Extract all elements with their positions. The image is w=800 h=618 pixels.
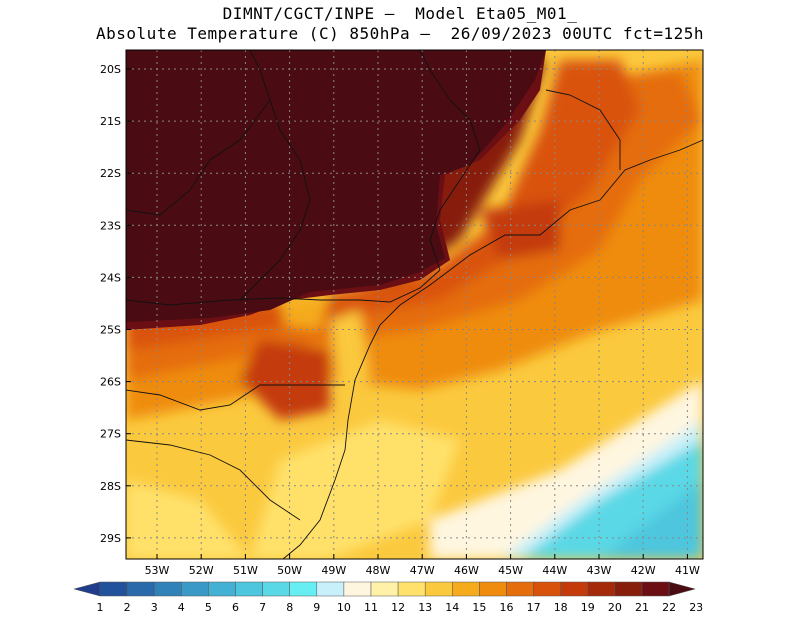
colorbar-swatch bbox=[370, 581, 399, 597]
colorbar-swatch bbox=[235, 581, 263, 597]
latitude-label: 25S bbox=[100, 324, 121, 337]
colorbar-swatch bbox=[397, 581, 426, 597]
colorbar-swatch bbox=[262, 581, 290, 597]
colorbar-label: 12 bbox=[391, 601, 405, 614]
colorbar-label: 9 bbox=[313, 601, 320, 614]
colorbar-label: 22 bbox=[662, 601, 676, 614]
lat-lon-grid bbox=[126, 50, 703, 559]
longitude-label: 48W bbox=[366, 564, 391, 577]
latitude-label: 26S bbox=[100, 376, 121, 389]
map-title-line-2: Absolute Temperature (C) 850hPa – 26/09/… bbox=[96, 24, 704, 43]
longitude-label: 50W bbox=[277, 564, 302, 577]
colorbar-label: 18 bbox=[554, 601, 568, 614]
map-frame bbox=[125, 49, 704, 560]
map-title-line-1: DIMNT/CGCT/INPE – Model Eta05_M01_ bbox=[222, 4, 578, 23]
latitude-label: 21S bbox=[100, 115, 121, 128]
colorbar-arrow-high bbox=[668, 581, 697, 597]
colorbar-label: 21 bbox=[635, 601, 649, 614]
colorbar-label: 11 bbox=[364, 601, 378, 614]
colorbar-label: 16 bbox=[500, 601, 514, 614]
longitude-label: 46W bbox=[454, 564, 479, 577]
colorbar-label: 7 bbox=[259, 601, 266, 614]
colorbar-swatch bbox=[316, 581, 345, 597]
colorbar-swatch bbox=[99, 581, 128, 597]
latitude-label: 23S bbox=[100, 219, 121, 232]
colorbar-swatch bbox=[614, 581, 643, 597]
colorbar-arrow-low bbox=[73, 581, 101, 597]
colorbar-label: 2 bbox=[124, 601, 131, 614]
latitude-label: 22S bbox=[100, 167, 121, 180]
colorbar-label: 17 bbox=[527, 601, 541, 614]
colorbar-label: 8 bbox=[286, 601, 293, 614]
colorbar-swatch bbox=[424, 581, 453, 597]
temperature-field bbox=[126, 50, 703, 559]
color-bar: 1 2 3 4 5 6 7 8 9 10 11 12 13 14 15 16 17 18 19 20 21 22 23 bbox=[73, 581, 703, 614]
colorbar-label: 20 bbox=[608, 601, 622, 614]
colorbar-swatch bbox=[153, 581, 182, 597]
colorbar-swatch bbox=[506, 581, 534, 597]
longitude-label: 44W bbox=[542, 564, 567, 577]
colorbar-swatch bbox=[181, 581, 209, 597]
longitude-label: 52W bbox=[189, 564, 214, 577]
longitude-label: 41W bbox=[675, 564, 700, 577]
longitude-label: 42W bbox=[631, 564, 656, 577]
latitude-label: 28S bbox=[100, 480, 121, 493]
latitude-label: 27S bbox=[100, 428, 121, 441]
colorbar-swatch bbox=[126, 581, 155, 597]
colorbar-label: 14 bbox=[445, 601, 459, 614]
colorbar-swatch bbox=[208, 581, 236, 597]
colorbar-label: 5 bbox=[205, 601, 212, 614]
colorbar-swatch bbox=[587, 581, 616, 597]
colorbar-label: 6 bbox=[232, 601, 239, 614]
longitude-label: 43W bbox=[587, 564, 612, 577]
longitude-label: 45W bbox=[498, 564, 523, 577]
latitude-label: 29S bbox=[100, 532, 121, 545]
longitude-label: 51W bbox=[233, 564, 258, 577]
colorbar-label: 23 bbox=[689, 601, 703, 614]
colorbar-swatch bbox=[479, 581, 507, 597]
axis-ticks: 20S 21S 22S 23S 24S 25S 26S 27S 28S 29S 53W 52W 51W 5… bbox=[100, 63, 700, 577]
longitude-label: 53W bbox=[145, 564, 170, 577]
colorbar-label: 4 bbox=[178, 601, 185, 614]
colorbar-label: 1 bbox=[97, 601, 104, 614]
coastline-and-borders bbox=[125, 49, 704, 560]
colorbar-swatch bbox=[641, 581, 670, 597]
longitude-label: 47W bbox=[410, 564, 435, 577]
colorbar-label: 15 bbox=[472, 601, 486, 614]
colorbar-label: 10 bbox=[337, 601, 351, 614]
colorbar-swatch bbox=[560, 581, 589, 597]
colorbar-label: 3 bbox=[151, 601, 158, 614]
colorbar-swatch bbox=[343, 581, 372, 597]
longitude-label: 49W bbox=[321, 564, 346, 577]
colorbar-swatch bbox=[289, 581, 318, 597]
colorbar-label: 13 bbox=[418, 601, 432, 614]
colorbar-swatch bbox=[452, 581, 480, 597]
colorbar-swatch bbox=[533, 581, 561, 597]
latitude-label: 24S bbox=[100, 271, 121, 284]
latitude-label: 20S bbox=[100, 63, 121, 76]
colorbar-label: 19 bbox=[581, 601, 595, 614]
